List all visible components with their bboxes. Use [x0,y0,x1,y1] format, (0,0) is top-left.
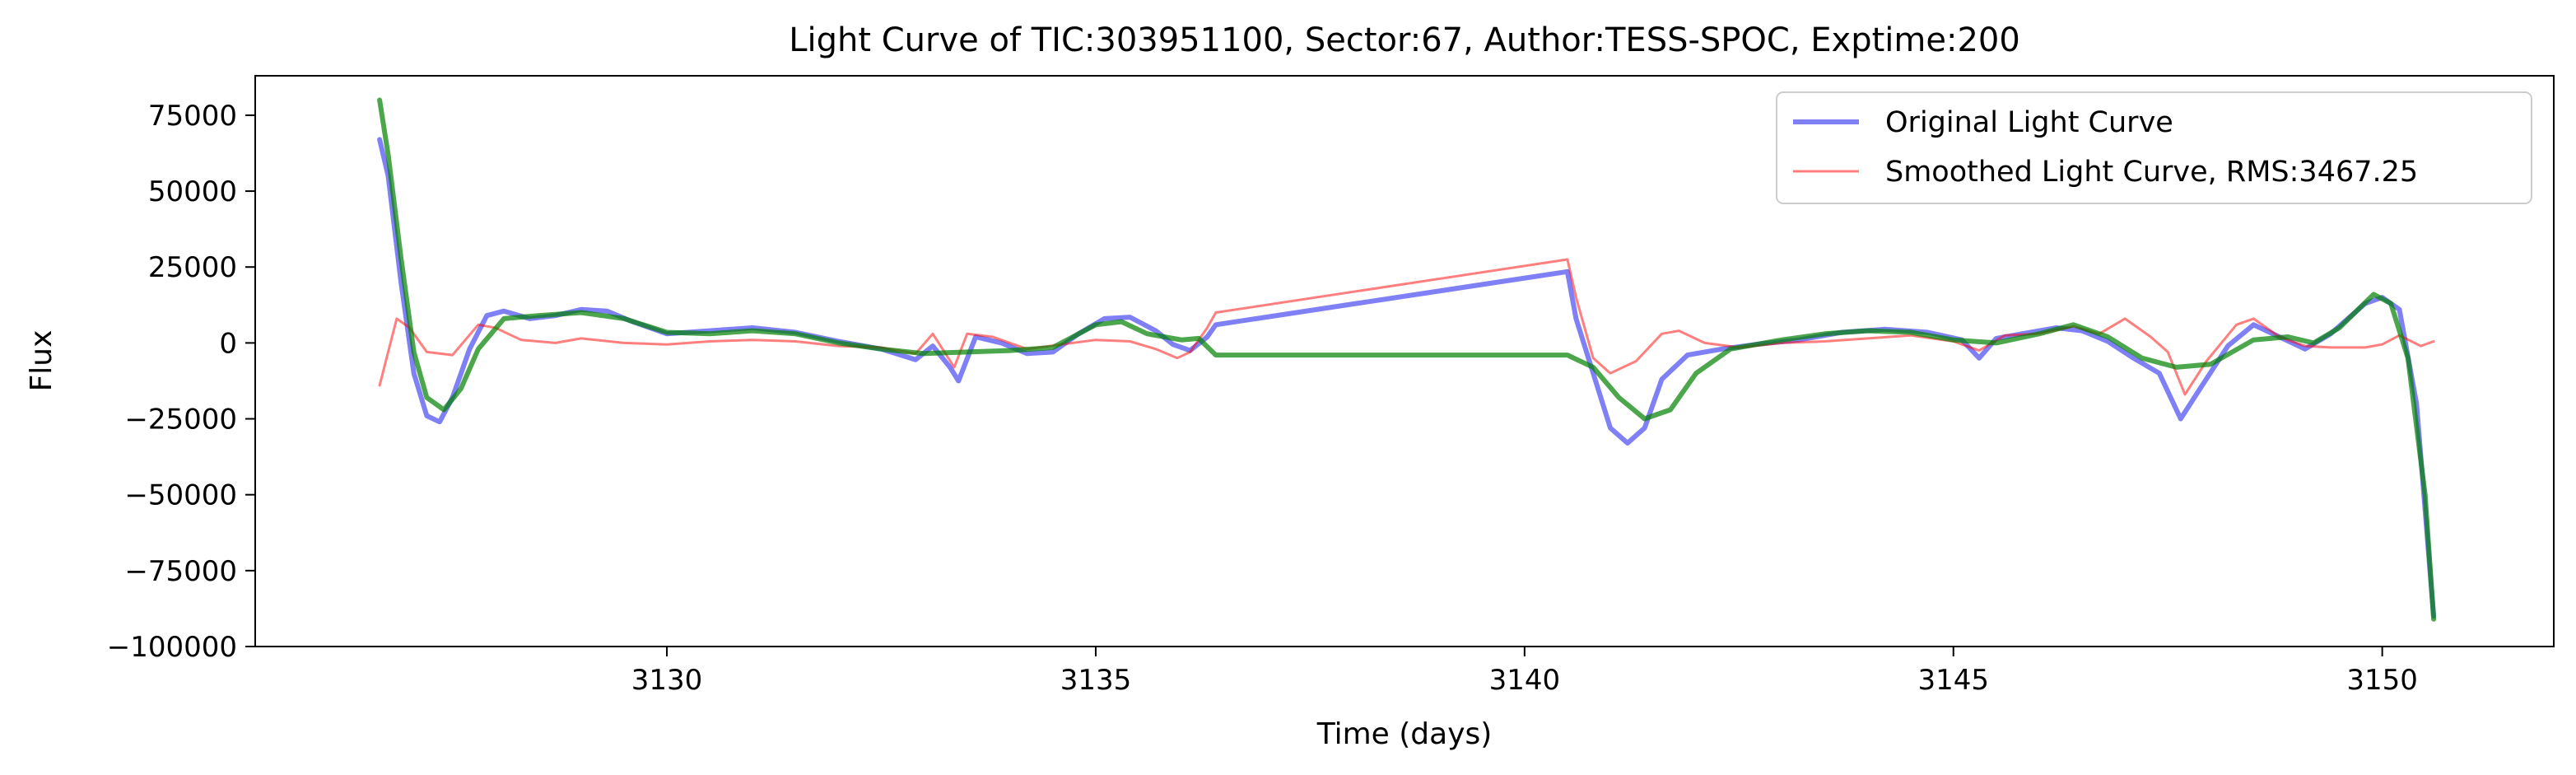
legend-label-original: Original Light Curve [1885,106,2173,139]
x-tick-label: 3150 [2346,664,2418,697]
x-tick-label: 3130 [631,664,703,697]
legend-label-smoothed: Smoothed Light Curve, RMS:3467.25 [1885,156,2418,189]
y-tick-label: 0 [219,327,237,360]
y-tick-label: −25000 [124,404,237,437]
x-tick-label: 3140 [1489,664,1561,697]
legend: Original Light Curve Smoothed Light Curv… [1776,91,2532,204]
series-line-smoothed [378,258,2435,396]
y-axis: −100000 −75000 −50000 −25000 0 25000 50000 7500… [107,100,255,664]
legend-frame [1776,91,2532,204]
y-tick-label: 25000 [148,251,237,284]
chart-title: Light Curve of TIC:303951100, Sector:67,… [789,21,2020,59]
x-tick-label: 3135 [1060,664,1132,697]
y-axis-label: Flux [25,330,58,392]
x-axis: 3130 3135 3140 3145 3150 [631,647,2418,697]
x-axis-label: Time (days) [1316,717,1493,751]
y-tick-label: 50000 [148,175,237,208]
y-tick-label: 75000 [148,100,237,133]
series-line-fit [377,97,2437,622]
y-tick-label: −50000 [124,479,237,512]
series-line-original [377,137,2437,619]
plot-area-frame [254,75,2555,647]
x-tick-label: 3145 [1917,664,1989,697]
y-tick-label: −100000 [107,631,237,664]
y-tick-label: −75000 [124,555,237,588]
